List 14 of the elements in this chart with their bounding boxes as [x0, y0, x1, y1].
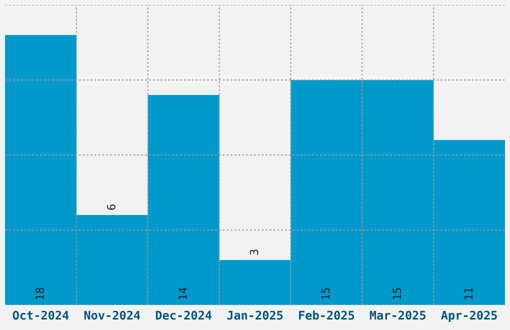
data-label: 11 — [464, 288, 472, 300]
x-tick-label: Feb-2025 — [299, 310, 354, 320]
x-tick-label: Oct-2024 — [12, 310, 69, 320]
data-label: 6 — [106, 204, 116, 210]
x-tick-label: Apr-2025 — [441, 310, 497, 322]
data-label: 3 — [250, 250, 258, 255]
data-label: 15 — [392, 288, 402, 300]
data-label: 15 — [321, 288, 330, 300]
x-tick-label: Jan-2025 — [227, 310, 283, 320]
x-tick-label: Dec-2024 — [156, 310, 212, 320]
x-tick-label: Nov-2024 — [84, 310, 140, 320]
x-tick-label: Mar-2025 — [370, 310, 426, 320]
data-label: 18 — [36, 288, 44, 300]
data-label: 14 — [178, 288, 187, 300]
